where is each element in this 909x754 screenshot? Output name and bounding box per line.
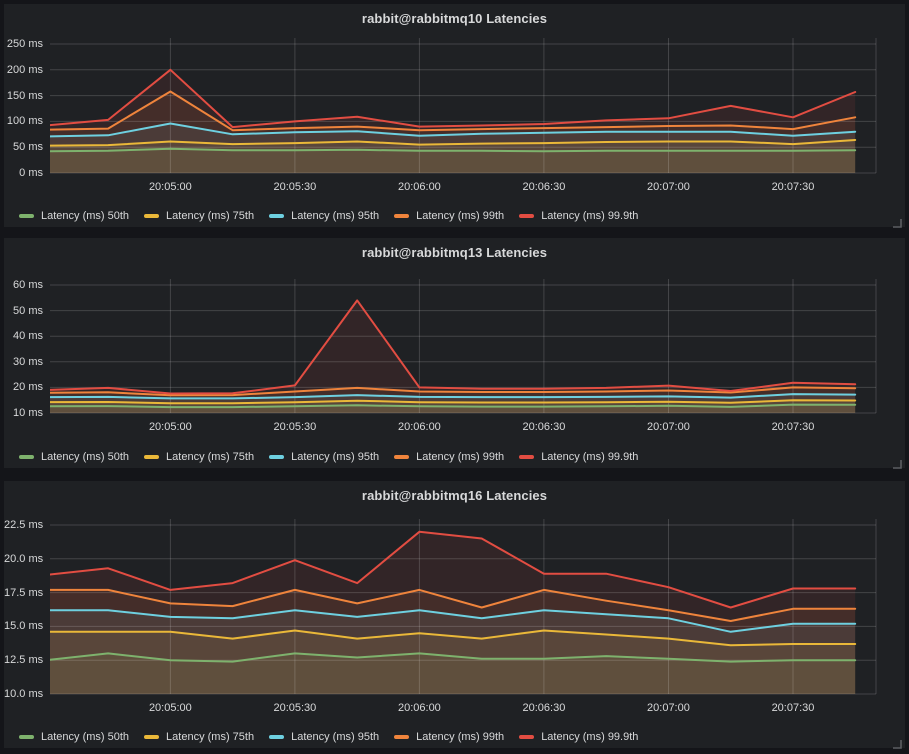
legend-color-swatch <box>19 214 34 218</box>
y-axis-tick-label: 150 ms <box>6 89 43 102</box>
legend-item-99.9th[interactable]: Latency (ms) 99.9th <box>519 731 638 743</box>
legend-label: Latency (ms) 99.9th <box>541 210 639 222</box>
legend-color-swatch <box>144 735 160 739</box>
legend-item-75th[interactable]: Latency (ms) 75th <box>144 731 254 743</box>
y-axis-tick-label: 15.0 ms <box>4 620 44 633</box>
panel-title[interactable]: rabbit@rabbitmq16 Latencies <box>361 488 548 503</box>
x-axis-tick-label: 20:07:00 <box>647 702 690 714</box>
legend-label: Latency (ms) 99th <box>416 451 505 463</box>
y-axis-tick-label: 20 ms <box>13 381 43 394</box>
legend-color-swatch <box>269 735 285 739</box>
x-axis-tick-label: 20:06:00 <box>397 181 441 193</box>
legend-color-swatch <box>144 214 160 218</box>
legend-item-99th[interactable]: Latency (ms) 99th <box>394 731 504 743</box>
x-axis-tick-label: 20:07:30 <box>771 181 815 193</box>
x-axis-tick-label: 20:07:00 <box>647 181 690 193</box>
y-axis-tick-label: 10.0 ms <box>4 688 44 700</box>
legend-label: Latency (ms) 75th <box>166 210 255 222</box>
y-axis-tick-label: 17.5 ms <box>4 586 44 599</box>
y-axis-tick-label: 60 ms <box>13 279 43 291</box>
chart-legend: Latency (ms) 50th Latency (ms) 75th Latenc… <box>19 731 638 743</box>
legend-item-99.9th[interactable]: Latency (ms) 99.9th <box>519 451 638 463</box>
legend-item-50th[interactable]: Latency (ms) 50th <box>19 210 129 222</box>
legend-color-swatch <box>519 455 535 459</box>
legend-label: Latency (ms) 95th <box>291 210 380 222</box>
y-axis-tick-label: 12.5 ms <box>4 654 44 667</box>
panel-title[interactable]: rabbit@rabbitmq13 Latencies <box>361 245 548 260</box>
legend-color-swatch <box>519 735 535 739</box>
panel-resize-handle-icon[interactable] <box>892 456 902 469</box>
legend-label: Latency (ms) 95th <box>291 451 380 463</box>
y-axis-tick-label: 50 ms <box>13 304 43 317</box>
x-axis-tick-label: 20:07:30 <box>771 421 815 433</box>
legend-color-swatch <box>519 214 535 218</box>
legend-item-75th[interactable]: Latency (ms) 75th <box>144 210 254 222</box>
x-axis-tick-label: 20:05:30 <box>273 421 317 433</box>
panel-rabbitmq16-latencies: rabbit@rabbitmq16 Latencies Latency (ms)… <box>4 481 905 749</box>
y-axis-tick-label: 30 ms <box>13 355 43 368</box>
legend-item-99th[interactable]: Latency (ms) 99th <box>394 210 504 222</box>
legend-item-99.9th[interactable]: Latency (ms) 99.9th <box>519 210 638 222</box>
panel-rabbitmq10-latencies: rabbit@rabbitmq10 Latencies Latency (ms)… <box>4 4 905 228</box>
x-axis-tick-label: 20:06:30 <box>522 421 566 433</box>
y-axis-tick-label: 100 ms <box>6 115 43 128</box>
chart-plot-area[interactable] <box>4 238 905 468</box>
legend-item-50th[interactable]: Latency (ms) 50th <box>19 451 129 463</box>
panel-resize-handle-icon[interactable] <box>892 736 902 749</box>
legend-item-95th[interactable]: Latency (ms) 95th <box>269 210 379 222</box>
y-axis-tick-label: 250 ms <box>6 38 43 50</box>
y-axis-tick-label: 50 ms <box>13 141 43 154</box>
y-axis-tick-label: 22.5 ms <box>4 519 44 531</box>
legend-color-swatch <box>19 455 34 459</box>
legend-item-75th[interactable]: Latency (ms) 75th <box>144 451 254 463</box>
x-axis-tick-label: 20:05:30 <box>273 702 317 714</box>
panel-resize-handle-icon[interactable] <box>892 215 902 228</box>
x-axis-tick-label: 20:06:00 <box>397 421 441 433</box>
legend-color-swatch <box>394 455 410 459</box>
y-axis-tick-label: 40 ms <box>13 330 43 343</box>
legend-color-swatch <box>269 455 285 459</box>
y-axis-tick-label: 10 ms <box>13 407 43 419</box>
legend-label: Latency (ms) 95th <box>291 731 380 743</box>
legend-item-95th[interactable]: Latency (ms) 95th <box>269 731 379 743</box>
x-axis-tick-label: 20:05:30 <box>273 181 317 193</box>
legend-color-swatch <box>19 735 34 739</box>
x-axis-tick-label: 20:06:00 <box>397 702 441 714</box>
chart-plot-area[interactable] <box>4 481 905 748</box>
legend-label: Latency (ms) 50th <box>41 731 130 743</box>
legend-item-99th[interactable]: Latency (ms) 99th <box>394 451 504 463</box>
chart-legend: Latency (ms) 50th Latency (ms) 75th Latenc… <box>19 210 638 222</box>
legend-label: Latency (ms) 75th <box>166 731 255 743</box>
chart-plot-area[interactable] <box>4 4 905 227</box>
legend-label: Latency (ms) 99.9th <box>541 731 639 743</box>
legend-label: Latency (ms) 99th <box>416 210 505 222</box>
legend-label: Latency (ms) 50th <box>41 451 130 463</box>
panel-rabbitmq13-latencies: rabbit@rabbitmq13 Latencies Latency (ms)… <box>4 238 905 469</box>
legend-item-95th[interactable]: Latency (ms) 95th <box>269 451 379 463</box>
y-axis-tick-label: 0 ms <box>19 167 43 179</box>
y-axis-tick-label: 20.0 ms <box>4 552 44 565</box>
legend-label: Latency (ms) 99th <box>416 731 505 743</box>
legend-color-swatch <box>394 735 410 739</box>
legend-item-50th[interactable]: Latency (ms) 50th <box>19 731 129 743</box>
x-axis-tick-label: 20:05:00 <box>148 181 192 193</box>
legend-label: Latency (ms) 50th <box>41 210 130 222</box>
x-axis-tick-label: 20:07:00 <box>647 421 690 433</box>
legend-color-swatch <box>144 455 160 459</box>
y-axis-tick-label: 200 ms <box>6 63 43 76</box>
legend-color-swatch <box>394 214 410 218</box>
chart-legend: Latency (ms) 50th Latency (ms) 75th Latenc… <box>19 451 638 463</box>
x-axis-tick-label: 20:06:30 <box>522 181 566 193</box>
legend-label: Latency (ms) 99.9th <box>541 451 639 463</box>
legend-label: Latency (ms) 75th <box>166 451 255 463</box>
x-axis-tick-label: 20:05:00 <box>148 421 192 433</box>
x-axis-tick-label: 20:06:30 <box>522 702 566 714</box>
legend-color-swatch <box>269 214 285 218</box>
x-axis-tick-label: 20:05:00 <box>148 702 192 714</box>
panel-title[interactable]: rabbit@rabbitmq10 Latencies <box>361 11 548 26</box>
x-axis-tick-label: 20:07:30 <box>771 702 815 714</box>
